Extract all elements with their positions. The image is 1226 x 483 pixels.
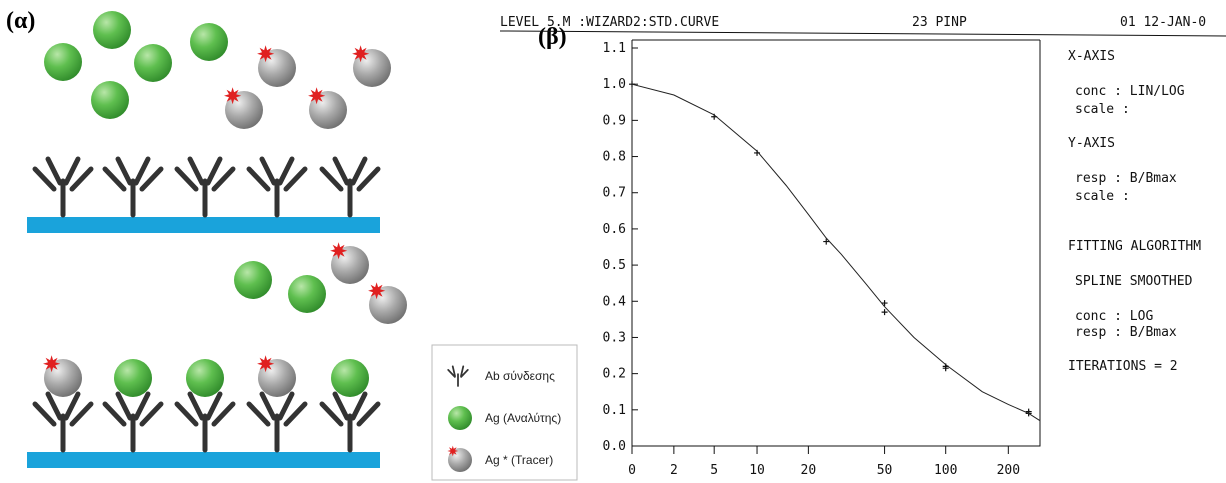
antibody (322, 394, 378, 450)
surface (27, 217, 380, 233)
analyte (186, 359, 224, 397)
note: ITERATIONS = 2 (1068, 359, 1178, 374)
y-tick-label: 1.1 (603, 41, 626, 56)
y-tick-label: 0.9 (603, 113, 626, 128)
analyte (44, 43, 82, 81)
figure: (α) Ab σύνδεσης Ag (Αναλύτης) Ag * (Trac… (0, 0, 1226, 483)
analyte (91, 81, 129, 119)
fit-curve (632, 84, 1040, 421)
analyte (114, 359, 152, 397)
diagram (27, 11, 577, 480)
note: FITTING ALGORITHM (1068, 239, 1201, 254)
chart: 0.0 0.1 0.2 0.3 0.4 0.5 0.6 0.7 0.8 0.9 1.0 1.1 0 2 5 1… (603, 40, 1202, 478)
x-tick-label: 0 (628, 463, 636, 478)
y-tick-label: 0.3 (603, 330, 626, 345)
antibody (249, 394, 305, 450)
antibody (35, 394, 91, 450)
antibody (105, 159, 161, 215)
x-tick-label: 20 (801, 463, 817, 478)
y-tick-label: 0.6 (603, 222, 626, 237)
analyte (448, 406, 472, 430)
analyte (331, 359, 369, 397)
analyte (234, 261, 272, 299)
antibody (105, 394, 161, 450)
data-point (882, 300, 888, 306)
data-point (629, 81, 635, 87)
note: X-AXIS (1068, 49, 1115, 64)
note: scale : (1075, 189, 1130, 204)
legend-label: Ag * (Tracer) (485, 453, 553, 467)
header: 01 12-JAN-0 (1120, 15, 1206, 30)
antibody (322, 159, 378, 215)
header: 23 PINP (912, 15, 967, 30)
y-tick-label: 0.1 (603, 403, 626, 418)
note: SPLINE SMOOTHED (1075, 274, 1193, 289)
y-tick-label: 0.2 (603, 367, 626, 382)
panel-label: (α) (6, 8, 35, 34)
header: LEVEL 5.M :WIZARD2:STD.CURVE (500, 15, 719, 30)
antibody (35, 159, 91, 215)
x-tick-label: 50 (877, 463, 893, 478)
x-tick-label: 2 (670, 463, 678, 478)
antibody (249, 159, 305, 215)
note: Y-AXIS (1068, 136, 1115, 151)
note: conc : LOG (1075, 309, 1153, 324)
y-tick-label: 0.4 (603, 294, 627, 309)
frame (632, 40, 1040, 448)
x-tick-label: 5 (710, 463, 718, 478)
y-tick-label: 0.7 (603, 186, 626, 201)
x-tick-label: 10 (749, 463, 765, 478)
x-tick-label: 200 (997, 463, 1020, 478)
antibody (177, 394, 233, 450)
data-point (823, 239, 829, 245)
x-tick-label: 100 (934, 463, 957, 478)
tracer-label (447, 446, 458, 457)
note: scale : (1075, 102, 1130, 117)
note: resp : B/Bmax (1075, 171, 1177, 186)
analyte (93, 11, 131, 49)
note: conc : LIN/LOG (1075, 84, 1185, 99)
antibody (177, 159, 233, 215)
y-tick-label: 0.0 (603, 439, 626, 454)
analyte (288, 275, 326, 313)
y-tick-label: 0.5 (603, 258, 626, 273)
note: resp : B/Bmax (1075, 325, 1177, 340)
y-tick-label: 0.8 (603, 150, 626, 165)
surface (27, 452, 380, 468)
data-point (882, 309, 888, 315)
analyte (134, 44, 172, 82)
legend-label: Ab σύνδεσης (485, 369, 555, 383)
header-rule (500, 31, 1226, 36)
y-tick-label: 1.0 (603, 77, 626, 92)
legend-label: Ag (Αναλύτης) (485, 411, 561, 425)
analyte (190, 23, 228, 61)
